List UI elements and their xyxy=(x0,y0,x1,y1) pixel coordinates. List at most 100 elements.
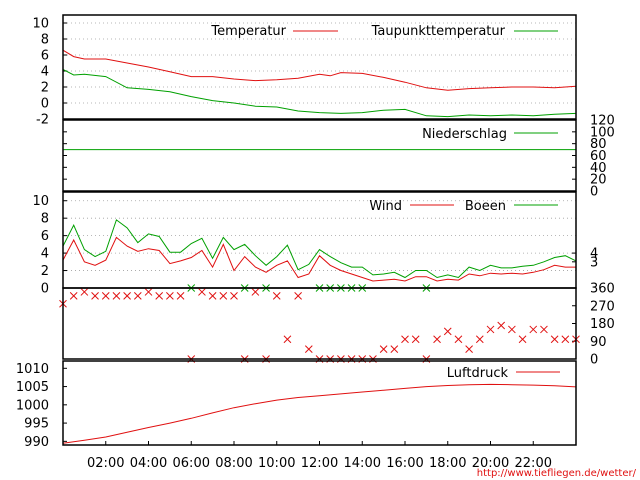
x-tick-label: 04:00 xyxy=(130,456,167,471)
series-line-boeen xyxy=(62,219,577,279)
series-line-temperatur xyxy=(62,49,577,91)
wind-y2-tick-label: 4 xyxy=(590,247,598,262)
wind-direction-marker xyxy=(486,325,495,334)
wind-direction-marker xyxy=(283,335,292,344)
wind-direction-y-ticks: 0 90 180 270 360 xyxy=(572,282,615,368)
wind-direction-marker xyxy=(465,345,473,353)
wind-direction-marker xyxy=(475,335,484,344)
precipitation-y-tick-label: 80 xyxy=(590,137,607,152)
pressure-panel: 990 995 1000 1005 1010 Luftdruck xyxy=(16,360,577,450)
x-tick-label: 06:00 xyxy=(173,456,210,471)
wind-y-tick-label: 2 xyxy=(41,264,49,279)
wind-direction-marker xyxy=(219,292,228,300)
x-tick-label: 12:00 xyxy=(301,456,338,471)
wind-y2-tick-label: 3 xyxy=(590,255,598,270)
temperature-series xyxy=(62,49,577,118)
wind-direction-marker xyxy=(529,325,538,334)
wind-direction-y2-tick-label: 180 xyxy=(590,317,615,332)
legend-label-temperatur: Temperatur xyxy=(210,24,286,39)
wind-direction-y2-tick-label: 270 xyxy=(590,299,615,314)
x-tick-label: 20:00 xyxy=(472,456,509,471)
wind-direction-panel: 0 90 180 270 360 xyxy=(59,282,615,368)
wind-direction-marker xyxy=(550,335,559,344)
pressure-y-tick-label: 1010 xyxy=(16,362,49,377)
temperature-y-tick-label: 10 xyxy=(32,17,49,32)
precipitation-y-tick-label: 0 xyxy=(590,185,598,200)
temperature-y-tick-label: 4 xyxy=(41,65,49,80)
pressure-series xyxy=(62,383,577,444)
wind-direction-y2-tick-label: 90 xyxy=(590,335,607,350)
wind-direction-marker xyxy=(540,325,548,334)
wind-direction-marker xyxy=(208,292,217,300)
wind-direction-marker xyxy=(155,292,164,300)
temperature-y-tick-label: 6 xyxy=(41,49,49,64)
wind-direction-y2-tick-label: 0 xyxy=(590,353,598,368)
wind-direction-marker xyxy=(123,292,131,300)
wind-direction-marker xyxy=(166,292,174,300)
wind-grid xyxy=(63,200,576,271)
temperature-frame xyxy=(62,14,577,120)
series-line-taupunkttemperatur xyxy=(62,68,577,118)
x-tick-label: 16:00 xyxy=(386,456,423,471)
x-axis: 02:00 04:00 06:00 08:00 10:00 12:00 14:00 16:00… xyxy=(87,441,552,471)
wind-direction-marker xyxy=(401,335,409,344)
wind-direction-marker xyxy=(433,335,441,344)
series-line-luftdruck xyxy=(62,383,577,444)
wind-direction-marker xyxy=(454,335,463,344)
precipitation-y-tick-label: 100 xyxy=(590,125,615,140)
wind-series xyxy=(62,219,577,282)
wind-direction-marker xyxy=(230,292,238,300)
wind-direction-marker xyxy=(443,327,452,336)
temperature-y-tick-label: 0 xyxy=(41,97,49,112)
temperature-y-tick-label: 2 xyxy=(41,81,49,96)
wind-direction-marker xyxy=(176,292,185,300)
legend-label-wind: Wind xyxy=(369,199,402,214)
wind-direction-marker xyxy=(561,335,570,344)
wind-direction-marker xyxy=(101,292,110,300)
wind-direction-marker xyxy=(518,335,527,344)
wind-direction-marker xyxy=(379,345,388,353)
footer-url[interactable]: http://www.tiefliegen.de/wetter/ xyxy=(477,468,637,479)
precipitation-y-tick-label: 40 xyxy=(590,161,607,176)
pressure-y-tick-label: 1000 xyxy=(16,398,49,413)
precipitation-y-tick-label: 120 xyxy=(590,114,615,129)
wind-direction-marker xyxy=(390,345,399,353)
wind-direction-marker xyxy=(133,292,142,300)
wind-y-tick-label: 0 xyxy=(41,282,49,297)
wind-y-tick-label: 10 xyxy=(32,194,49,209)
wind-direction-frame xyxy=(62,287,577,360)
wind-direction-marker xyxy=(508,325,516,334)
pressure-y-ticks: 990 995 1000 1005 1010 xyxy=(16,362,67,450)
wind-direction-marker xyxy=(294,292,302,300)
x-tick-label: 18:00 xyxy=(429,456,466,471)
precipitation-y-tick-label: 20 xyxy=(590,173,607,188)
precipitation-frame xyxy=(62,119,577,192)
wind-direction-series xyxy=(59,284,580,363)
legend-label-niederschlag: Niederschlag xyxy=(422,127,507,142)
wind-direction-marker xyxy=(304,345,313,353)
wind-direction-marker xyxy=(69,292,78,300)
wind-direction-marker xyxy=(112,292,121,300)
legend-label-luftdruck: Luftdruck xyxy=(447,366,509,381)
wind-direction-marker xyxy=(144,288,153,296)
pressure-y-tick-label: 1005 xyxy=(16,380,49,395)
legend-label-taupunkttemperatur: Taupunkttemperatur xyxy=(371,24,506,39)
precipitation-y-tick-label: 60 xyxy=(590,149,607,164)
wind-direction-marker xyxy=(411,335,420,344)
temperature-y-tick-label: -2 xyxy=(36,113,49,128)
pressure-y-tick-label: 995 xyxy=(24,417,49,432)
series-line-wind xyxy=(62,236,576,282)
wind-y-tick-label: 4 xyxy=(41,247,49,262)
x-tick-label: 08:00 xyxy=(215,456,252,471)
temperature-y-tick-label: 8 xyxy=(41,33,49,48)
x-tick-label: 22:00 xyxy=(515,456,552,471)
wind-y-tick-label: 8 xyxy=(41,212,49,227)
wind-y-tick-label: 6 xyxy=(41,229,49,244)
